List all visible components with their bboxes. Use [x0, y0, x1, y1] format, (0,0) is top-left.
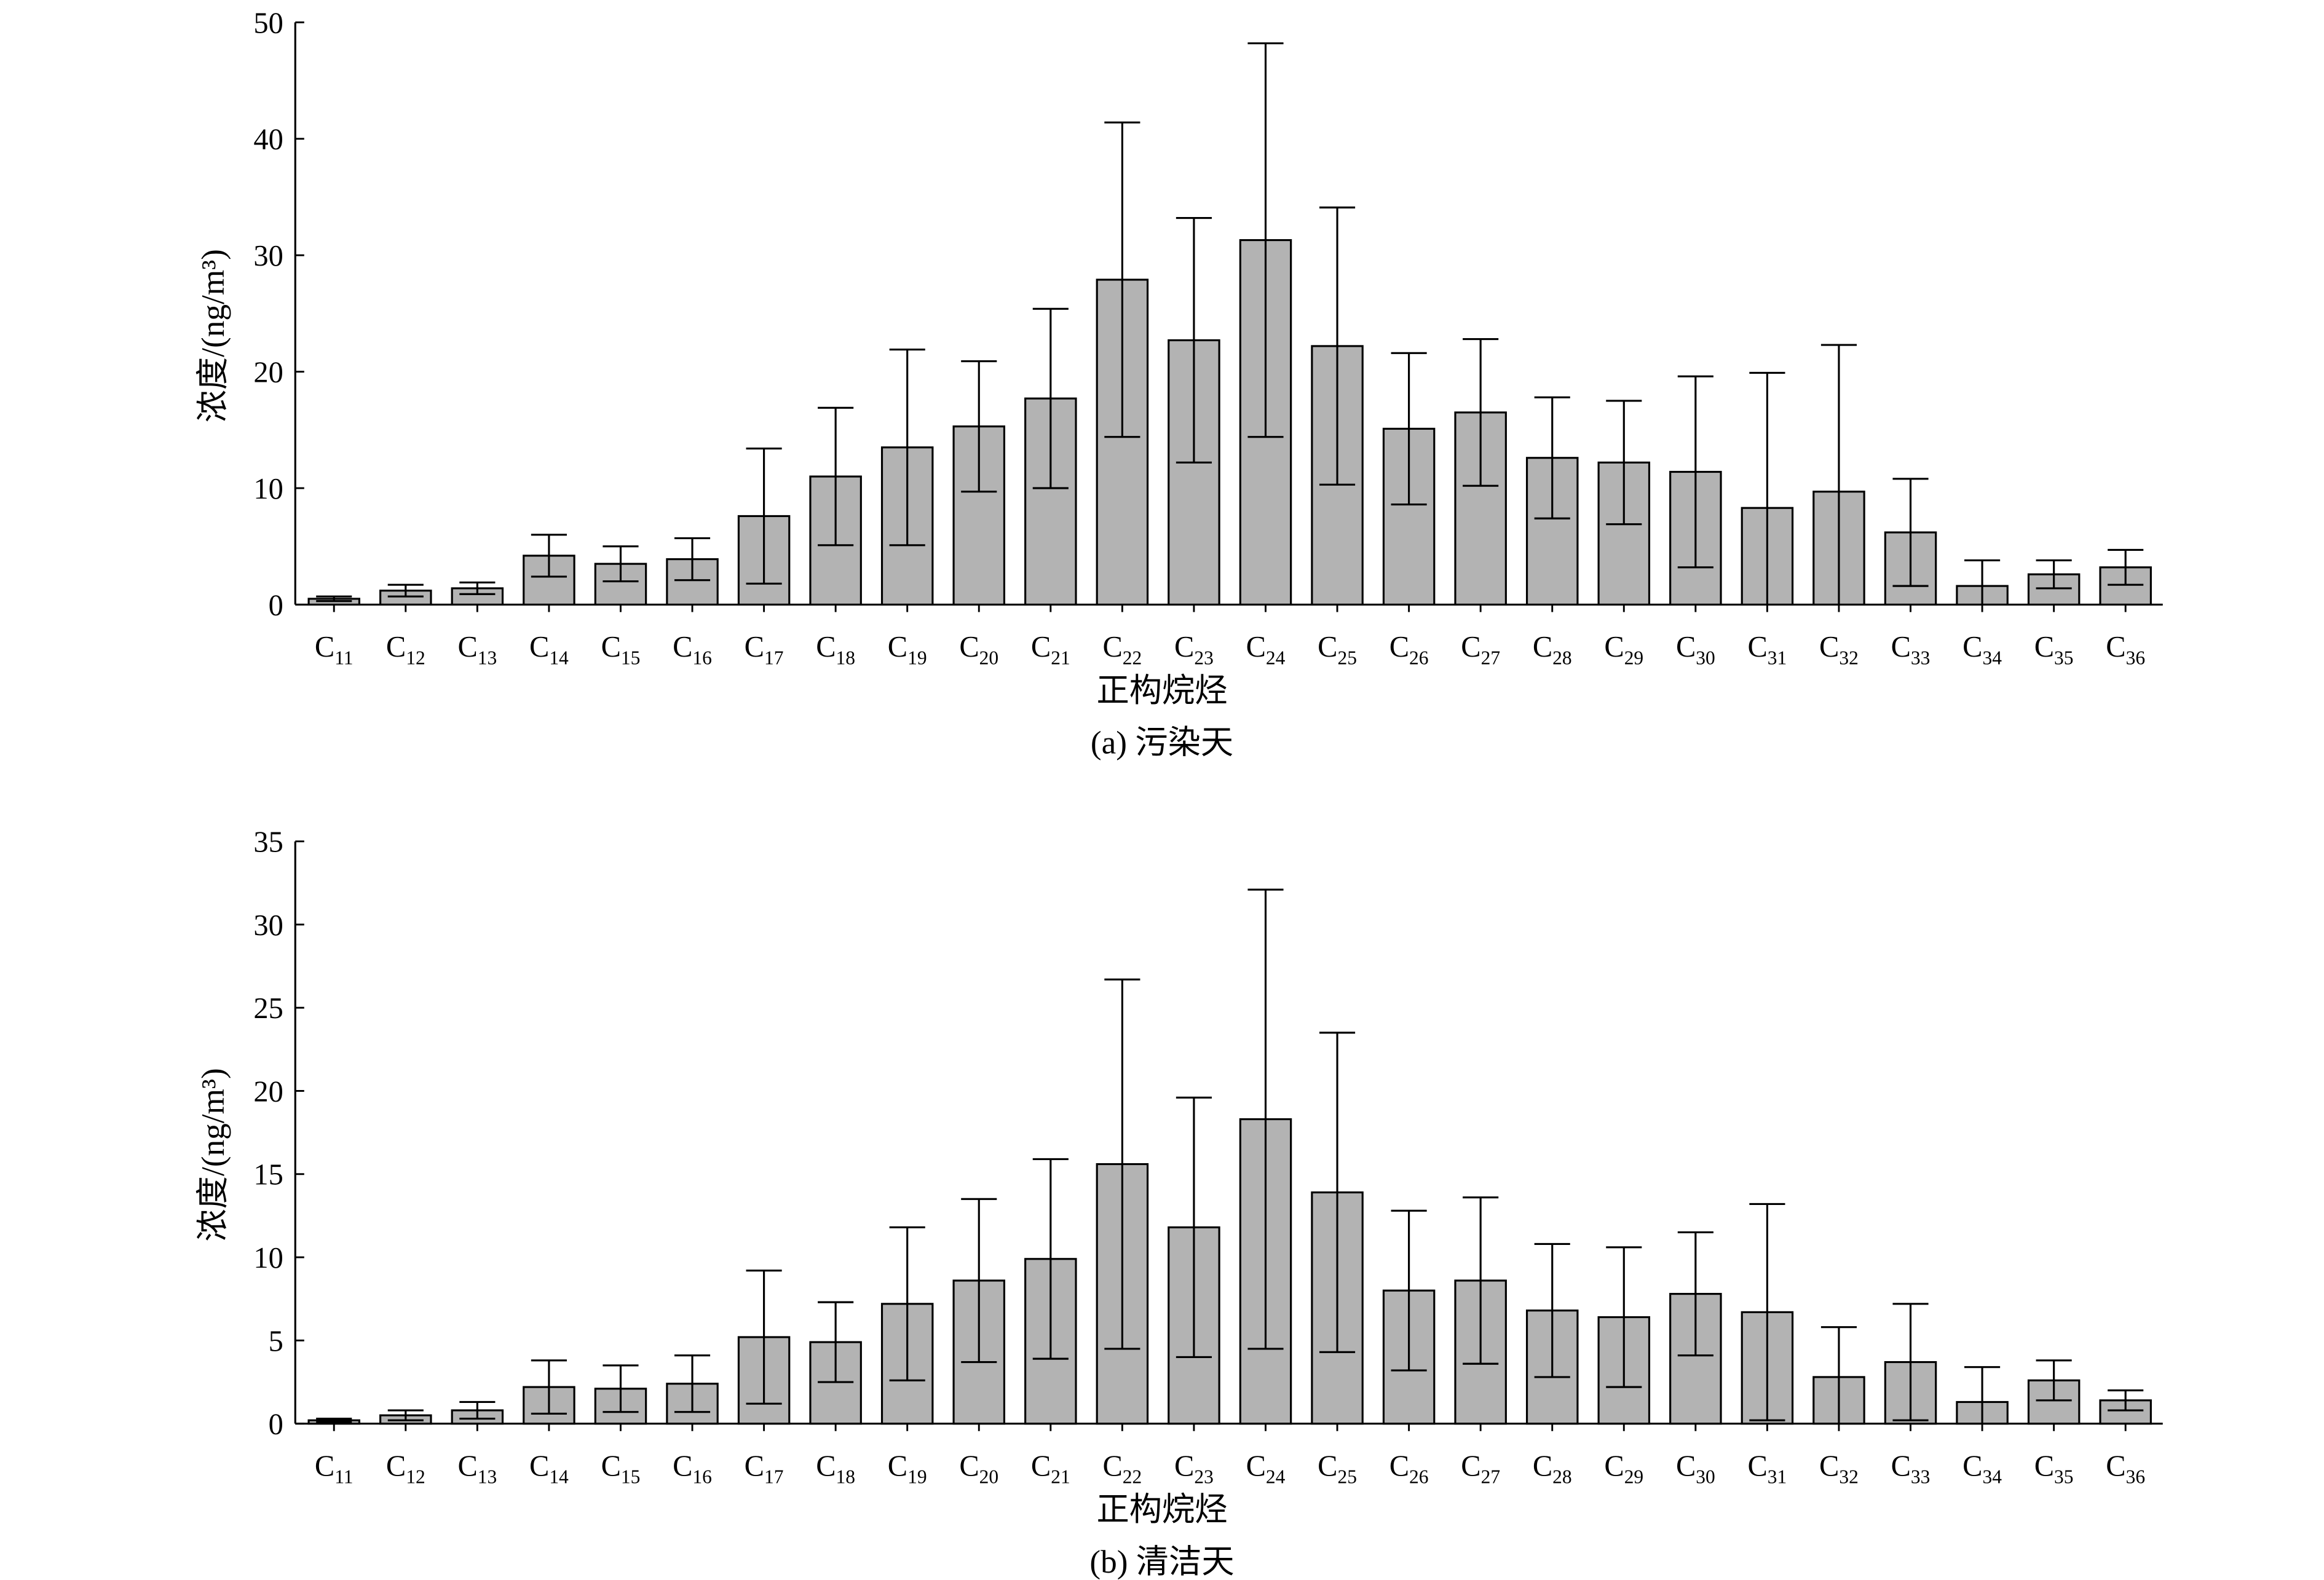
y-tick-label: 30	[253, 240, 283, 272]
x-tick-label-C14: C14	[529, 1450, 569, 1487]
x-tick-label-C32: C32	[1819, 631, 1859, 668]
x-tick-label-C12: C12	[386, 631, 425, 668]
y-tick-label: 25	[253, 992, 283, 1025]
x-tick-label-C11: C11	[315, 631, 354, 668]
x-tick-label-C18: C18	[816, 631, 855, 668]
y-axis-title: 浓度/(ng/m³)	[195, 1068, 231, 1241]
chart-title: (b) 清洁天	[1089, 1544, 1234, 1580]
x-tick-label-C13: C13	[457, 1450, 497, 1487]
x-tick-label-C36: C36	[2106, 631, 2145, 668]
x-tick-label-C30: C30	[1676, 1450, 1715, 1487]
chart-panel-b: 0 5 10 15 20 25 30 35 C11 C12 C13 C14 C15 C16 C17 C18 C1…	[195, 826, 2163, 1580]
x-tick-label-C33: C33	[1891, 1450, 1931, 1487]
x-tick-label-C31: C31	[1748, 1450, 1787, 1487]
x-tick-label-C16: C16	[673, 1450, 712, 1487]
x-tick-label-C31: C31	[1748, 631, 1787, 668]
y-tick-label: 40	[253, 124, 283, 156]
x-tick-label-C22: C22	[1102, 1450, 1142, 1487]
x-tick-label-C33: C33	[1891, 631, 1931, 668]
x-tick-label-C28: C28	[1533, 1450, 1572, 1487]
x-axis-title: 正构烷烃	[1096, 1491, 1227, 1528]
x-tick-label-C23: C23	[1174, 1450, 1214, 1487]
x-tick-label-C11: C11	[315, 1450, 354, 1487]
y-tick-label: 20	[253, 357, 283, 389]
y-tick-label: 15	[253, 1159, 283, 1191]
x-tick-label-C22: C22	[1102, 631, 1142, 668]
chart-panel-a: 0 10 20 30 40 50 C11 C12 C13 C14 C15 C16 C17 C18 C19 C2…	[195, 7, 2163, 761]
x-tick-label-C36: C36	[2106, 1450, 2145, 1487]
y-tick-label: 50	[253, 7, 283, 39]
x-tick-label-C26: C26	[1389, 1450, 1429, 1487]
x-tick-label-C24: C24	[1246, 1450, 1286, 1487]
x-tick-label-C34: C34	[1962, 1450, 2002, 1487]
y-tick-label: 5	[269, 1325, 283, 1357]
x-tick-label-C28: C28	[1533, 631, 1572, 668]
x-tick-label-C21: C21	[1031, 631, 1070, 668]
x-axis-title: 正构烷烃	[1096, 673, 1227, 709]
y-tick-label: 35	[253, 826, 283, 859]
chart-title: (a) 污染天	[1091, 725, 1233, 761]
x-tick-label-C12: C12	[386, 1450, 425, 1487]
x-tick-label-C35: C35	[2034, 631, 2074, 668]
x-tick-label-C17: C17	[745, 631, 784, 668]
x-tick-label-C19: C19	[888, 1450, 927, 1487]
x-tick-label-C13: C13	[457, 631, 497, 668]
x-tick-label-C29: C29	[1604, 1450, 1643, 1487]
y-tick-label: 0	[269, 1408, 283, 1441]
x-tick-label-C15: C15	[601, 1450, 641, 1487]
x-tick-label-C20: C20	[959, 631, 998, 668]
x-tick-label-C23: C23	[1174, 631, 1214, 668]
x-tick-label-C34: C34	[1962, 631, 2002, 668]
x-tick-label-C27: C27	[1461, 1450, 1500, 1487]
y-tick-label: 10	[253, 1242, 283, 1274]
y-tick-label: 20	[253, 1075, 283, 1108]
x-tick-label-C25: C25	[1318, 631, 1357, 668]
x-tick-label-C26: C26	[1389, 631, 1429, 668]
bar-C15	[594, 563, 647, 606]
x-tick-label-C29: C29	[1604, 631, 1643, 668]
x-tick-label-C15: C15	[601, 631, 641, 668]
x-tick-label-C18: C18	[816, 1450, 855, 1487]
x-tick-label-C20: C20	[959, 1450, 998, 1487]
y-tick-label: 30	[253, 909, 283, 942]
y-axis-title: 浓度/(ng/m³)	[195, 249, 231, 422]
x-tick-label-C35: C35	[2034, 1450, 2074, 1487]
y-tick-label: 0	[269, 589, 283, 622]
x-tick-label-C30: C30	[1676, 631, 1715, 668]
x-tick-label-C21: C21	[1031, 1450, 1070, 1487]
x-tick-label-C25: C25	[1318, 1450, 1357, 1487]
x-tick-label-C24: C24	[1246, 631, 1286, 668]
x-tick-label-C17: C17	[745, 1450, 784, 1487]
x-tick-label-C16: C16	[673, 631, 712, 668]
y-tick-label: 10	[253, 473, 283, 505]
x-tick-label-C19: C19	[888, 631, 927, 668]
x-tick-label-C32: C32	[1819, 1450, 1859, 1487]
x-tick-label-C27: C27	[1461, 631, 1500, 668]
x-tick-label-C14: C14	[529, 631, 569, 668]
